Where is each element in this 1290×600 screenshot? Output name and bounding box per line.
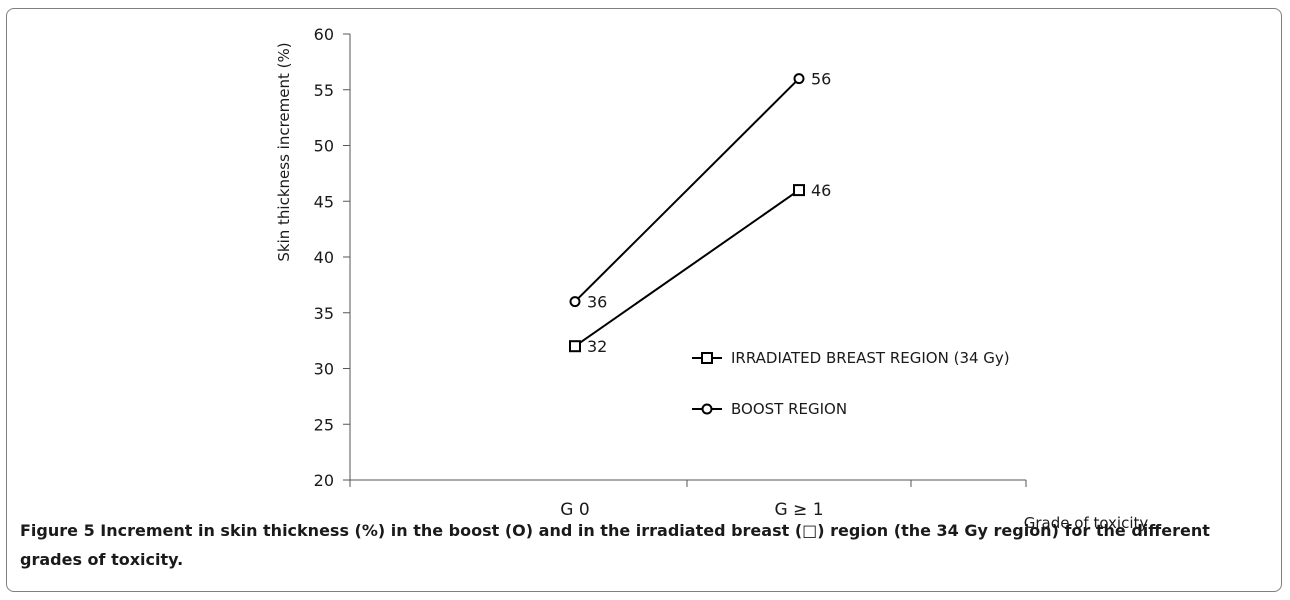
y-tick-label: 35 [314, 304, 334, 323]
data-label: 46 [811, 181, 831, 200]
x-tick-label: G ≥ 1 [774, 500, 823, 520]
y-tick-label: 60 [314, 25, 334, 44]
series-line [574, 77, 800, 303]
y-tick-label: 55 [314, 81, 334, 100]
y-tick-label: 45 [314, 192, 334, 211]
data-point-circle [569, 296, 581, 308]
data-label: 36 [587, 293, 607, 312]
data-label: 56 [811, 70, 831, 89]
figure-frame [6, 8, 1282, 592]
legend-label: IRRADIATED BREAST REGION (34 Gy) [731, 349, 1010, 367]
y-tick-label: 20 [314, 471, 334, 490]
legend-label: BOOST REGION [731, 400, 847, 418]
caption-text: Increment in skin thickness (%) in the b… [20, 521, 1210, 569]
x-tick-label: G 0 [560, 500, 589, 520]
data-point-square [793, 184, 805, 197]
figure-caption: Figure 5 Increment in skin thickness (%)… [20, 516, 1270, 574]
y-tick-label: 25 [314, 415, 334, 434]
legend-circle-icon [701, 403, 713, 415]
data-point-circle [793, 73, 805, 85]
y-axis-title: Skin thickness increment (%) [275, 42, 293, 261]
caption-figure-number: Figure 5 [20, 521, 95, 540]
x-axis-title: Grade of toxicity [1024, 514, 1149, 532]
y-tick-label: 50 [314, 137, 334, 156]
data-label: 32 [587, 337, 607, 356]
y-tick-label: 30 [314, 360, 334, 379]
y-tick-label: 40 [314, 248, 334, 267]
data-point-square [569, 340, 581, 353]
legend-square-icon [701, 352, 713, 364]
series-line [574, 189, 800, 348]
